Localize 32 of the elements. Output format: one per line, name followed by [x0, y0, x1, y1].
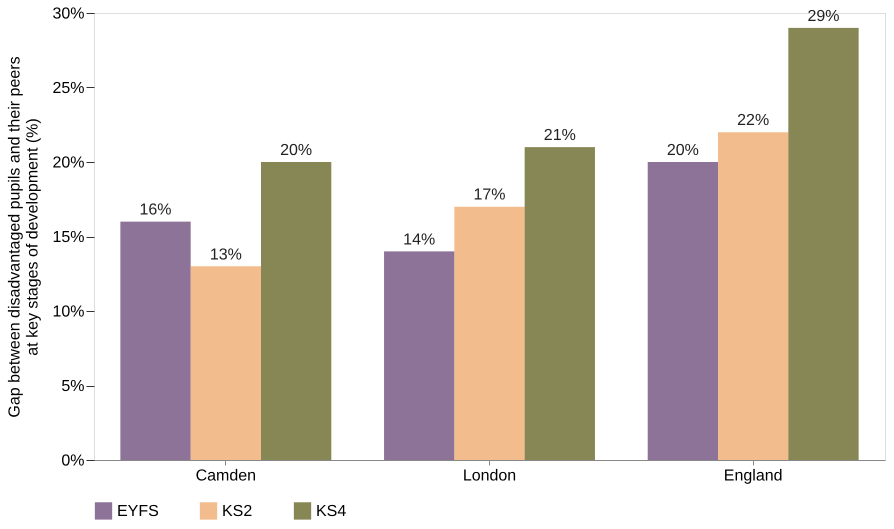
bar: [120, 222, 191, 460]
y-tick-label: 15%: [52, 229, 84, 246]
data-label: 13%: [210, 246, 242, 264]
y-tick-label: 30%: [52, 6, 84, 22]
bar: [384, 251, 454, 460]
y-tick-label: 5%: [61, 378, 84, 395]
data-label: 16%: [140, 202, 172, 219]
bar: [454, 206, 525, 460]
x-tick-label: England: [724, 468, 783, 484]
legend-label: KS4: [316, 502, 346, 520]
y-tick-label: 0%: [61, 452, 84, 470]
legend-label: EYFS: [117, 502, 159, 520]
data-label: 21%: [544, 127, 576, 144]
bar: [190, 266, 261, 460]
data-label: 29%: [807, 8, 840, 25]
data-label: 14%: [403, 231, 436, 248]
bar: [648, 162, 718, 460]
bar: [788, 28, 859, 460]
bar: [524, 147, 595, 460]
x-tick-label: Camden: [196, 468, 256, 484]
data-label: 20%: [280, 142, 312, 159]
legend-label: KS2: [222, 502, 252, 520]
y-axis-title: Gap between disadvantaged pupils and their peers at key stages of development (%): [6, 56, 42, 418]
data-label: 20%: [666, 142, 699, 159]
data-label: 17%: [473, 186, 506, 204]
data-label: 22%: [737, 112, 770, 130]
bar: [260, 162, 332, 460]
y-tick-label: 10%: [52, 304, 84, 320]
bar: [718, 132, 788, 460]
x-tick-label: London: [462, 468, 516, 484]
y-tick-label: 20%: [52, 154, 84, 172]
y-tick-label: 25%: [52, 80, 84, 97]
